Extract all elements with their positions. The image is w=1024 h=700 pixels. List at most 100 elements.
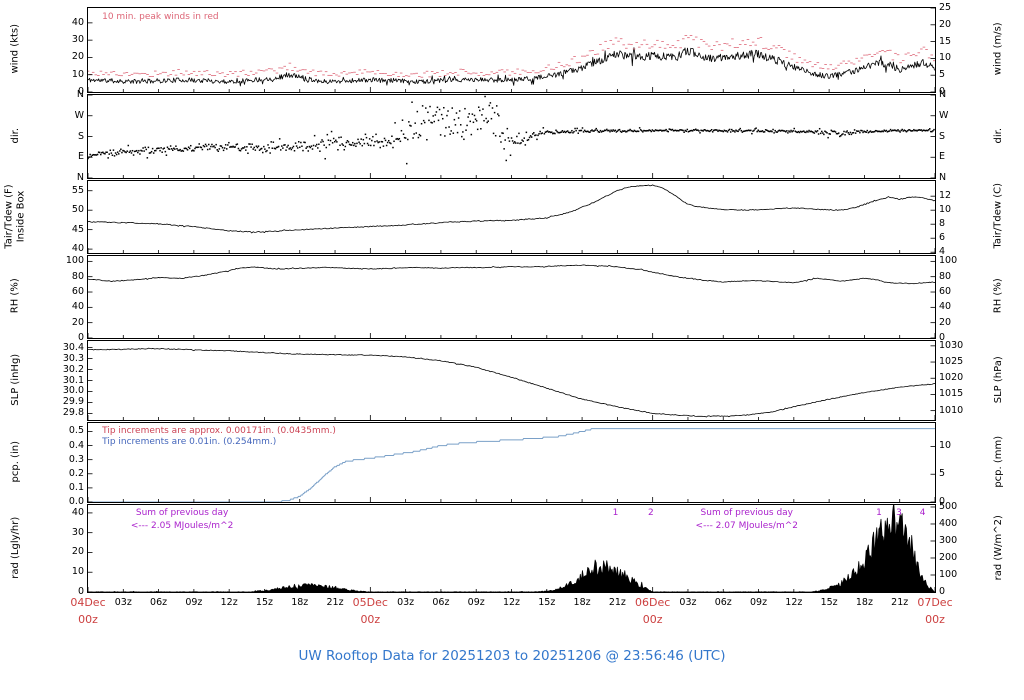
y-tick-label-left: N: [76, 89, 84, 100]
y-tick-label-right: E: [939, 151, 946, 163]
x-day-label: 05Dec: [352, 596, 388, 609]
y-tick-label-right: 200: [939, 551, 958, 563]
x-hour-label: 21z: [326, 597, 344, 608]
x-hour-label: 18z: [855, 597, 873, 608]
y-tick-label-right: 6: [939, 232, 946, 244]
y-tick-label-right: 10: [939, 440, 952, 452]
y-tick-label-right: 20: [939, 316, 952, 328]
panel-annotation: 1: [612, 508, 619, 519]
x-day-label: 04Dec: [70, 596, 106, 609]
panel-annotation: 3: [896, 508, 902, 519]
y-axis-label-right: dir.: [992, 127, 1004, 144]
x-hour-label: 12z: [785, 597, 803, 608]
y-tick-label-right: 100: [939, 255, 958, 267]
y-tick-label-left: 20: [71, 51, 84, 63]
y-tick-label-left: 55: [71, 184, 84, 196]
y-axis-label-left: SLP (inHg): [9, 353, 21, 406]
y-tick-label-left: 45: [71, 223, 84, 235]
y-tick-label-left: 10: [71, 566, 84, 578]
panel-annotation: <--- 2.05 MJoules/m^2: [130, 521, 234, 532]
y-tick-label-right: 1020: [939, 372, 964, 384]
x-day-label: 06Dec: [635, 596, 671, 609]
y-tick-label-right: 0: [939, 586, 946, 597]
y-tick-label-right: 8: [939, 218, 946, 230]
y-tick-label-left: 0: [77, 586, 84, 597]
y-tick-label-left: 30.1: [62, 374, 84, 386]
x-hour-label: 21z: [891, 597, 909, 608]
panel-annotation: <--- 2.07 MJoules/m^2: [695, 521, 798, 532]
x-hour-label: 18z: [573, 597, 591, 608]
slp-plot-canvas: [88, 341, 935, 420]
x-day-sublabel: 00z: [360, 613, 381, 626]
y-tick-label-left: 60: [71, 286, 84, 298]
y-tick-label-left: 30.4: [62, 341, 84, 353]
pcp-plot-canvas: [88, 423, 935, 502]
dir-plot-canvas: [88, 95, 935, 178]
x-day-sublabel: 00z: [642, 613, 663, 626]
y-tick-label-left: 40: [71, 243, 84, 255]
y-axis-label-right: pcp. (mm): [992, 435, 1004, 488]
y-axis-label-right: RH (%): [992, 278, 1004, 314]
panel-dir: [87, 94, 936, 179]
y-axis-label-left: Tair/Tdew (F) Inside Box: [4, 181, 27, 253]
panel-annotation: 2: [647, 508, 654, 519]
rh-plot-canvas: [88, 256, 935, 338]
y-tick-label-right: 10: [939, 52, 952, 64]
y-tick-label-right: W: [939, 109, 949, 121]
x-hour-label: 06z: [150, 597, 168, 608]
y-tick-label-left: W: [74, 109, 84, 121]
y-tick-label-right: 0: [939, 332, 946, 343]
x-hour-label: 03z: [679, 597, 697, 608]
y-tick-label-left: 29.9: [62, 396, 84, 408]
panel-pcp: [87, 422, 936, 503]
panel-annotation: Tip increments are approx. 0.00171in. (0…: [102, 425, 336, 436]
y-axis-label-left: pcp. (in): [9, 440, 21, 482]
panel-slp: [87, 340, 936, 421]
y-tick-label-right: 80: [939, 270, 952, 282]
y-tick-label-left: 30: [71, 34, 84, 46]
y-tick-label-right: N: [939, 89, 947, 100]
axis-label-line: Tair/Tdew (F): [3, 184, 15, 249]
y-tick-label-right: 0: [939, 86, 946, 97]
y-axis-label-left: rad (Lgly/hr): [9, 516, 21, 579]
panel-rad: [87, 504, 936, 593]
y-tick-label-right: 300: [939, 534, 958, 546]
y-tick-label-right: 1010: [939, 404, 964, 416]
y-axis-label-right: rad (W/m^2): [992, 514, 1004, 580]
x-hour-label: 21z: [608, 597, 626, 608]
x-day-label: 07Dec: [917, 596, 953, 609]
x-hour-label: 09z: [185, 597, 203, 608]
y-tick-label-left: 40: [71, 506, 84, 518]
y-tick-label-right: 5: [939, 69, 946, 81]
y-tick-label-right: 1015: [939, 388, 964, 400]
y-tick-label-left: 0.5: [68, 425, 84, 437]
y-tick-label-right: N: [939, 172, 947, 183]
y-tick-label-right: 4: [939, 246, 946, 258]
x-day-sublabel: 00z: [925, 613, 945, 626]
y-axis-label-right: Tair/Tdew (C): [992, 182, 1004, 249]
x-hour-label: 12z: [220, 597, 238, 608]
y-tick-label-right: S: [939, 130, 946, 142]
panel-wind: [87, 7, 936, 93]
panel-annotation: 4: [919, 508, 926, 519]
y-tick-label-right: 20: [939, 18, 952, 30]
y-tick-label-right: 40: [939, 301, 952, 313]
y-axis-label-left: dir.: [9, 127, 21, 144]
panel-annotation: Tip increments are 0.01in. (0.254mm.): [102, 437, 277, 447]
y-axis-label-left: wind (kts): [9, 23, 21, 74]
x-hour-label: 18z: [291, 597, 309, 608]
y-tick-label-left: N: [76, 172, 84, 183]
temp-plot-canvas: [88, 181, 935, 253]
y-tick-label-left: 30: [71, 526, 84, 538]
y-tick-label-right: 5: [939, 468, 946, 480]
y-tick-label-right: 400: [939, 517, 958, 529]
y-tick-label-right: 10: [939, 204, 952, 216]
y-axis-label-left: RH (%): [9, 278, 21, 314]
rad-plot-canvas: [88, 505, 935, 592]
y-tick-label-left: 0.1: [68, 481, 84, 493]
y-tick-label-right: 500: [939, 500, 958, 512]
panel-annotation: 1: [876, 508, 882, 519]
y-tick-label-left: 0.4: [68, 439, 84, 451]
y-tick-label-left: 30.3: [62, 352, 84, 364]
